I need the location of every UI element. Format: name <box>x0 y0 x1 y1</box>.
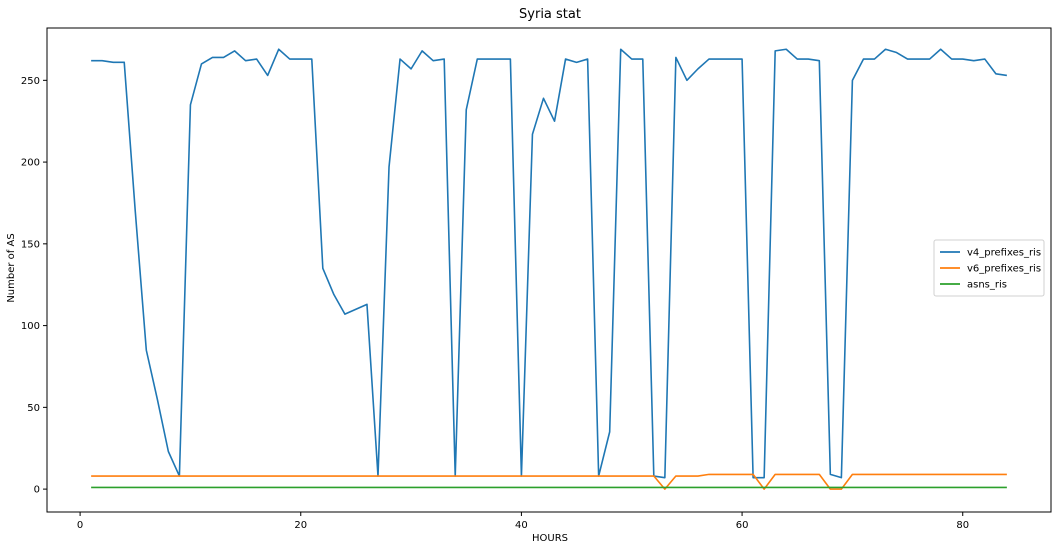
y-tick-label: 250 <box>21 76 40 87</box>
series-line-v4_prefixes_ris <box>91 48 1007 479</box>
y-tick-label: 100 <box>21 321 40 332</box>
chart-title: Syria stat <box>519 7 581 22</box>
y-tick-label: 200 <box>21 158 40 169</box>
legend: v4_prefixes_ris v6_prefixes_ris asns_ris <box>933 239 1045 297</box>
x-tick-label: 0 <box>77 520 83 531</box>
x-tick-label: 60 <box>736 520 749 531</box>
y-axis: 0 50 100 150 200 250 <box>21 76 47 496</box>
x-tick-label: 20 <box>294 520 307 531</box>
legend-box <box>933 239 1045 297</box>
x-axis-label: HOURS <box>532 533 568 544</box>
y-axis-label: Number of AS <box>6 233 17 302</box>
x-tick-label: 80 <box>956 520 969 531</box>
y-tick-label: 0 <box>34 485 40 496</box>
y-tick-label: 150 <box>21 239 40 250</box>
legend-entry-label: asns_ris <box>967 280 1007 291</box>
y-tick-label: 50 <box>27 403 40 414</box>
series-line-v6_prefixes_ris <box>91 473 1007 490</box>
legend-entry-label: v4_prefixes_ris <box>967 248 1041 259</box>
x-axis: 0 20 40 60 80 <box>77 512 969 531</box>
x-tick-label: 40 <box>515 520 528 531</box>
plot-area <box>46 27 1052 513</box>
series-layer <box>91 48 1007 490</box>
legend-entry-label: v6_prefixes_ris <box>967 264 1041 275</box>
